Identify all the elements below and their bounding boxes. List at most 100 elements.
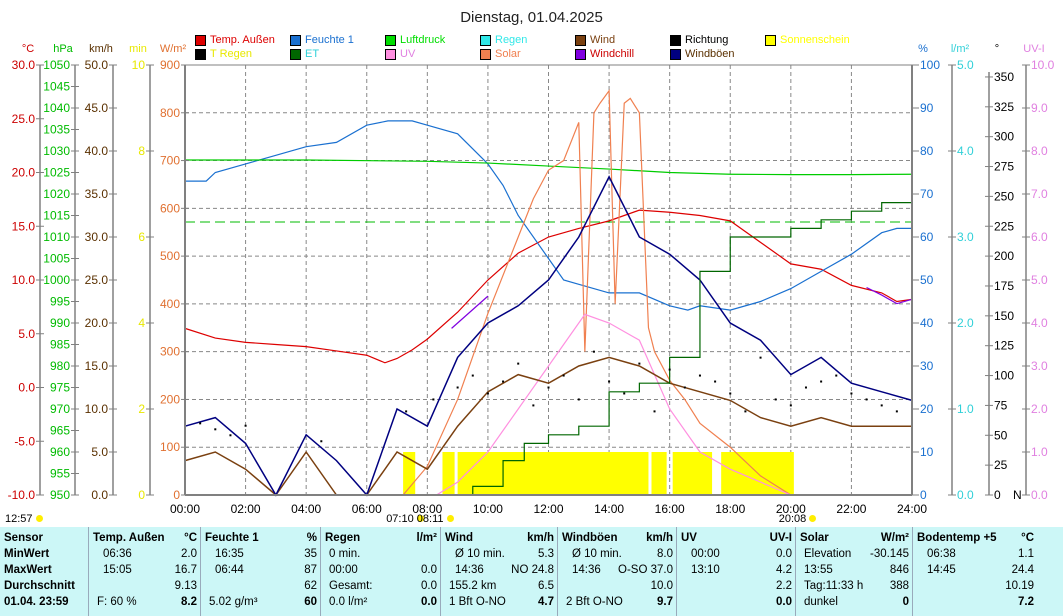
humidity-tick-label: 40 [920, 316, 934, 330]
stats-row: 14:45 24.4 [917, 564, 1034, 580]
pressure-tick-label: 995 [50, 295, 70, 309]
stats-cell-value: 9.7 [657, 596, 673, 608]
stats-cell-value: -30.145 [869, 548, 909, 560]
temp-tick-label: -5.0 [14, 434, 35, 448]
x-tick-label: 22:00 [836, 502, 866, 516]
wind-direction-point [759, 356, 762, 359]
stats-cell-value: 60 [304, 596, 317, 608]
wind-direction-point [683, 386, 686, 389]
uv-tick-label: 7.0 [1031, 187, 1048, 201]
stats-header: UV UV-I [681, 532, 792, 548]
stats-header-unit: °C [184, 532, 197, 544]
stats-header: Temp. Außen °C [93, 532, 197, 548]
stats-header-label: Sensor [4, 532, 43, 544]
stats-cell-label: 2 Bft O-NO [566, 596, 623, 608]
stats-row: 06:44 87 [205, 564, 317, 580]
stats-cell-value: 5.3 [538, 548, 554, 560]
stats-header-unit: UV-I [769, 532, 792, 544]
time-marker-label: 20:08 [778, 513, 807, 525]
wind-direction-point [405, 410, 408, 413]
stats-row: Elevation -30.145 [800, 548, 909, 564]
stats-cell-label: Ø 10 min. [455, 548, 505, 560]
wind-unit-label: km/h [89, 43, 113, 55]
wind-direction-point [653, 410, 656, 413]
pressure-tick-label: 1005 [43, 252, 70, 266]
legend-label: Sonnenschein [780, 34, 850, 46]
wind-direction-point [432, 398, 435, 401]
wind-tick-label: 25.0 [85, 273, 109, 287]
x-tick-label: 00:00 [170, 502, 200, 516]
rain-unit-label: l/m² [951, 43, 970, 55]
legend-item: Regen [480, 34, 527, 46]
direction-tick-label: 225 [994, 219, 1014, 233]
stats-cell-value: 35 [304, 548, 317, 560]
sun-icon [35, 515, 43, 522]
stats-cell-label: 14:36 [455, 564, 484, 576]
direction-tick-label: 275 [994, 160, 1014, 174]
stats-header-label: Regen [325, 532, 361, 544]
humidity-tick-label: 50 [920, 273, 934, 287]
series-windb-en [184, 175, 913, 497]
time-marker: 12:57 [5, 513, 43, 525]
wind-direction-point [214, 428, 217, 431]
x-tick-label: 04:00 [291, 502, 321, 516]
stats-cell-value: 10.0 [650, 580, 673, 592]
humidity-tick-label: 10 [920, 445, 934, 459]
x-tick-label: 18:00 [715, 502, 745, 516]
stats-column: Solar W/m² Elevation -30.145 13:55 846 Tag:11:… [795, 527, 913, 616]
stats-row: 15:05 16.7 [93, 564, 197, 580]
legend-swatch [480, 34, 491, 46]
humidity-tick-label: 60 [920, 230, 934, 244]
pressure-tick-label: 1050 [43, 58, 70, 72]
pressure-tick-label: 975 [50, 381, 70, 395]
stats-header-unit: km/h [527, 532, 554, 544]
wind-tick-label: 5.0 [91, 445, 108, 459]
stats-cell-label: 13:55 [804, 564, 833, 576]
stats-row: Durchschnitt [4, 580, 84, 596]
x-tick-label: 12:00 [533, 502, 563, 516]
stats-row: 0.0 [681, 596, 792, 612]
wind-direction-point [698, 374, 701, 377]
stats-cell-label: Gesamt: [329, 580, 373, 592]
stats-cell-value: 0.0 [776, 596, 792, 608]
legend-item: Feuchte 1 [290, 34, 354, 46]
solar-tick-label: 100 [160, 440, 180, 454]
humidity-tick-label: 100 [920, 58, 940, 72]
stats-cell-label: 0.0 l/m² [329, 596, 368, 608]
wind-direction-point [547, 386, 550, 389]
wind-direction-point [486, 392, 489, 395]
pressure-tick-label: 990 [50, 316, 70, 330]
uv-tick-label: 10.0 [1031, 58, 1055, 72]
pressure-tick-label: 1000 [43, 273, 70, 287]
stats-row: Gesamt: 0.0 [325, 580, 437, 596]
stats-row: 14:36 O-SO 37.0 [562, 564, 673, 580]
solar-tick-label: 0 [173, 488, 180, 502]
x-tick-label: 14:00 [594, 502, 624, 516]
sun-tick-label: 4 [138, 316, 145, 330]
stats-header-label: Feuchte 1 [205, 532, 259, 544]
sun-icon [416, 515, 424, 522]
stats-row: MinWert [4, 548, 84, 564]
legend-item: Windchill [575, 48, 634, 60]
legend-item: Wind [575, 34, 615, 46]
wind-tick-label: 0.0 [91, 488, 108, 502]
stats-column: UV UV-I 00:00 0.0 13:10 4.2 2.2 0.0 [676, 527, 796, 616]
stats-cell-value: 0.0 [421, 580, 437, 592]
stats-cell-value: 0.0 [421, 596, 437, 608]
stats-cell-value: 1.1 [1018, 548, 1034, 560]
direction-tick-label: 350 [994, 70, 1014, 84]
humidity-tick-label: 0 [920, 488, 927, 502]
wind-direction-point [623, 392, 626, 395]
humidity-tick-label: 70 [920, 187, 934, 201]
wind-direction-point [532, 404, 535, 407]
legend-label: UV [400, 48, 416, 60]
weather-chart: 00:00 02:00 04:00 06:00 08:00 10:00 12:00 14:00… [8, 43, 1055, 516]
legend-swatch [670, 48, 681, 60]
series-solar [185, 89, 912, 496]
stats-cell-label: 00:00 [691, 548, 720, 560]
direction-tick-label: 50 [994, 428, 1008, 442]
stats-cell-value: 62 [304, 580, 317, 592]
time-marker-label: 08:11 [416, 513, 444, 525]
wind-tick-label: 40.0 [85, 144, 109, 158]
solar-tick-label: 900 [160, 58, 180, 72]
